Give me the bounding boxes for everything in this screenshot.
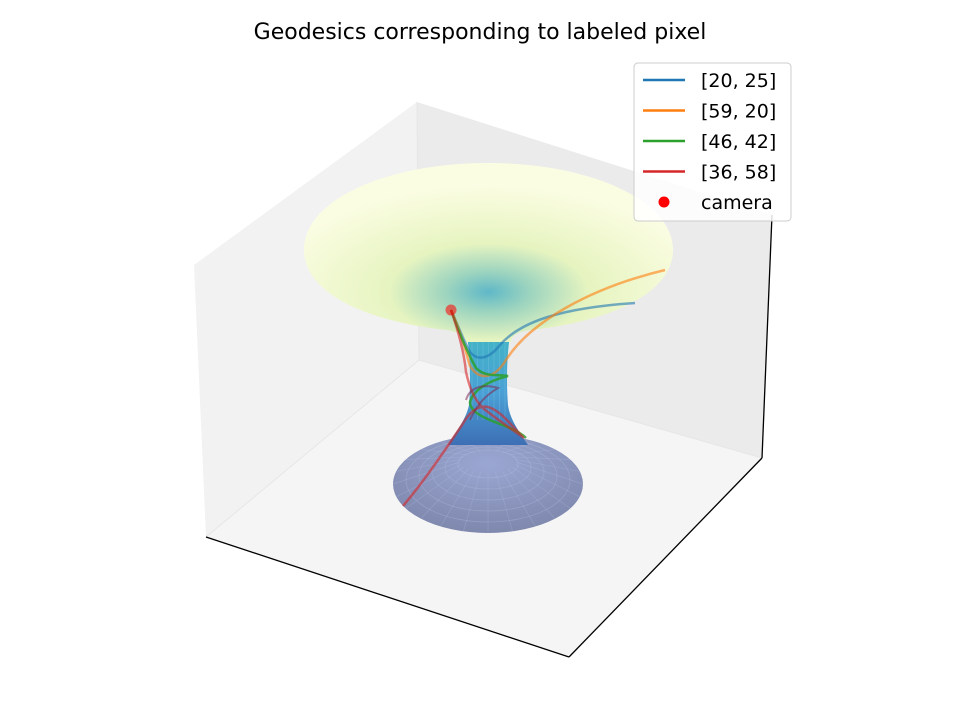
geodesics: [402, 268, 666, 507]
x-axis-line: [205, 536, 570, 658]
mesh-spoke: [507, 468, 556, 519]
mesh-spoke: [396, 464, 462, 497]
mesh-spoke: [501, 441, 536, 454]
mesh-spoke: [494, 471, 513, 532]
chart-title: Geodesics corresponding to labeled pixel: [254, 20, 707, 45]
mesh-spoke: [440, 441, 475, 454]
mesh-spoke: [515, 461, 584, 485]
y-axis-line: [568, 457, 763, 658]
legend-box: [633, 62, 792, 222]
geodesic-36-58-tail: [465, 385, 501, 421]
mesh-spoke: [396, 459, 462, 472]
wormhole-surface: [304, 163, 673, 533]
mesh-spoke: [507, 449, 556, 456]
legend-camera-marker: [658, 196, 670, 208]
mesh-spoke: [405, 456, 464, 460]
surface-bottom-flare: [393, 435, 583, 533]
camera-marker: [445, 304, 457, 316]
pane-edge: [205, 359, 420, 538]
mesh-spoke: [514, 464, 580, 497]
mesh-spoke: [405, 466, 464, 509]
geodesic-20-25: [449, 301, 636, 359]
surface-bottom-mesh: [392, 435, 584, 533]
z-axis-line: [761, 214, 773, 459]
legend-label-1: [59, 20]: [701, 101, 776, 123]
surface-top-flare: [304, 163, 673, 342]
mesh-spoke: [420, 468, 469, 519]
legend-label-2: [46, 42]: [701, 131, 776, 153]
legend: [20, 25] [59, 20] [46, 42] [36, 58] camera: [633, 62, 792, 222]
mesh-ring: [444, 446, 532, 490]
mesh-spoke: [512, 466, 571, 509]
geodesic-36-58: [402, 309, 525, 507]
mesh-ring: [457, 449, 519, 479]
mesh-spoke: [501, 470, 536, 527]
legend-label-0: [20, 25]: [701, 70, 776, 92]
legend-label-3: [36, 58]: [701, 162, 776, 184]
mesh-spoke: [440, 470, 475, 527]
mesh-spoke: [512, 456, 571, 460]
mesh-spoke: [463, 471, 482, 532]
mesh-spoke: [392, 461, 461, 485]
legend-label-camera: camera: [701, 192, 773, 214]
mesh-spoke: [514, 459, 580, 472]
